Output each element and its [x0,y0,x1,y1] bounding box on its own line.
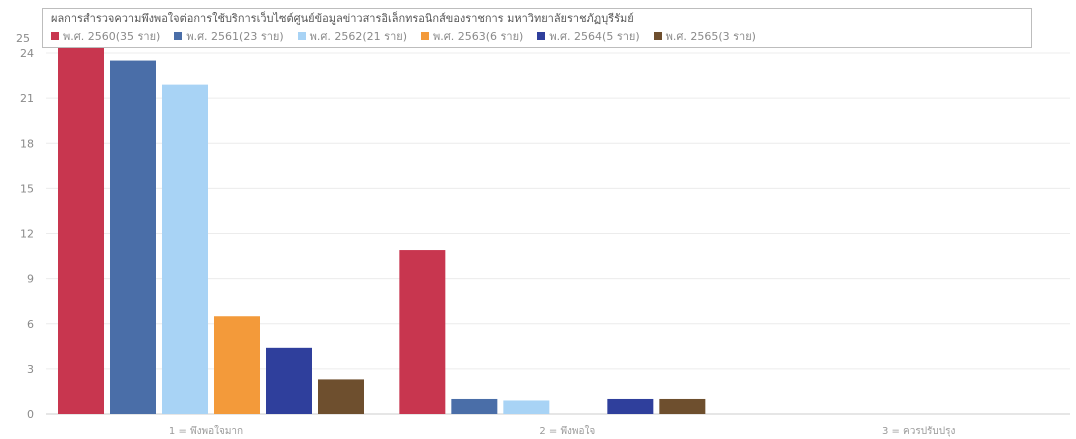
bar [451,398,498,414]
x-tick-label: 3 = ควรปรับปรุง [882,426,956,437]
y-tick-label: 18 [20,137,34,150]
bar [266,347,312,414]
legend-swatch [420,32,429,40]
legend-item[interactable]: พ.ศ. 2564(5 ราย) [537,28,640,44]
legend-swatch [297,32,306,40]
y-tick-label: 0 [27,408,34,421]
legend-item[interactable]: พ.ศ. 2560(35 ราย) [51,28,160,44]
legend-label: พ.ศ. 2565(3 ราย) [665,30,756,43]
legend-swatch [51,32,59,40]
bar [318,379,364,414]
bar [58,41,104,415]
x-tick-label: 2 = พึงพอใจ [539,425,595,437]
legend-items: พ.ศ. 2560(35 ราย) พ.ศ. 2561(23 ราย) พ.ศ. 2… [51,28,1025,44]
legend-swatch [174,32,183,40]
legend-item[interactable]: พ.ศ. 2563(6 ราย) [420,28,524,44]
y-tick-label: 9 [27,273,34,286]
y-tick-label: 24 [20,47,34,60]
chart-title: ผลการสำรวจความพึงพอใจต่อการใช้บริการเว็บ… [51,12,634,25]
bar [162,84,208,415]
legend-label: พ.ศ. 2560(35 ราย) [63,30,161,43]
y-tick-label: 6 [27,318,34,331]
bar [110,60,156,415]
legend-label: พ.ศ. 2562(21 ราย) [309,30,407,43]
legend-label: พ.ศ. 2563(6 ราย) [432,30,524,43]
chart-legend: ผลการสำรวจความพึงพอใจต่อการใช้บริการเว็บ… [42,8,1032,48]
bar [659,398,706,414]
legend-swatch [537,32,546,40]
legend-item[interactable]: พ.ศ. 2562(21 ราย) [297,28,407,44]
y-tick-label: 3 [27,363,34,376]
legend-item[interactable]: พ.ศ. 2561(23 ราย) [174,28,284,44]
y-tick-label: 25 [16,32,30,45]
y-tick-label: 15 [20,182,34,195]
legend-swatch [653,32,662,40]
legend-item[interactable]: พ.ศ. 2565(3 ราย) [653,28,756,44]
bar [503,400,550,414]
x-tick-label: 1 = พึงพอใจมาก [169,425,243,437]
bar [214,316,260,414]
legend-label: พ.ศ. 2561(23 ราย) [186,30,284,43]
y-tick-label: 21 [20,92,34,105]
y-tick-label: 12 [20,228,34,241]
bar [607,398,654,414]
legend-label: พ.ศ. 2564(5 ราย) [549,30,640,43]
bar [399,250,446,414]
